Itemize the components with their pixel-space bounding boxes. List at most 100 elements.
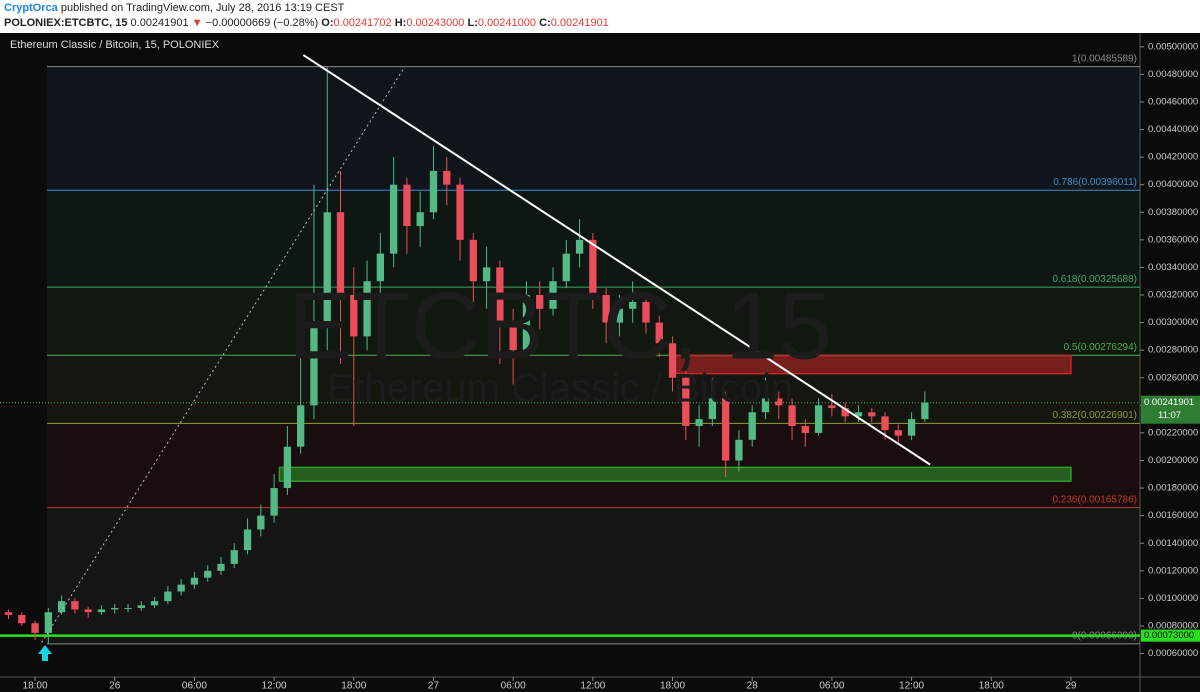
ohlc-value: 0.00241000 bbox=[477, 17, 537, 29]
candle-body bbox=[150, 601, 159, 606]
header: CryptOrca published on TradingView.com, … bbox=[0, 0, 1200, 33]
candle-body bbox=[336, 212, 345, 296]
y-tick-label: 0.00220000 bbox=[1148, 427, 1198, 438]
x-tick-label: 12:00 bbox=[580, 681, 605, 692]
candle-body bbox=[403, 184, 411, 227]
candle-body bbox=[575, 239, 584, 254]
chart-title: Ethereum Classic / Bitcoin, 15, POLONIEX bbox=[10, 39, 220, 51]
change: −0.00000669 (−0.28%) bbox=[205, 17, 319, 29]
zone bbox=[278, 466, 1072, 482]
x-tick-label: 18:00 bbox=[23, 681, 48, 692]
y-tick-label: 0.00500000 bbox=[1148, 41, 1198, 52]
candle-body bbox=[841, 408, 849, 417]
fib-band bbox=[47, 66, 1140, 191]
candle-body bbox=[509, 322, 517, 351]
watermark-name: Ethereum Classic / Bitcoin bbox=[327, 367, 794, 411]
candle-body bbox=[629, 301, 637, 309]
candle-body bbox=[775, 398, 783, 406]
candle-body bbox=[429, 170, 438, 213]
candle-body bbox=[443, 170, 451, 185]
candle-body bbox=[177, 584, 185, 592]
author[interactable]: CryptOrca bbox=[4, 2, 58, 14]
y-tick-label: 0.00300000 bbox=[1148, 317, 1198, 328]
support-badge-label: 0.00073000 bbox=[1144, 630, 1194, 641]
y-tick-label: 0.00200000 bbox=[1148, 455, 1198, 466]
x-tick-label: 06:00 bbox=[182, 681, 207, 692]
candle-body bbox=[363, 281, 371, 337]
candle-body bbox=[642, 301, 650, 323]
candle-body bbox=[297, 405, 305, 447]
fib-label: 1(0.00485589) bbox=[1072, 53, 1137, 64]
candle-body bbox=[230, 550, 238, 564]
candle-body bbox=[602, 295, 610, 323]
candle-body bbox=[536, 295, 544, 309]
watermark: ETCBTC, 15 Ethereum Classic / Bitcoin bbox=[288, 272, 832, 410]
candle-body bbox=[854, 412, 863, 417]
candle-body bbox=[283, 446, 292, 489]
fib-label: 0.236(0.00165786) bbox=[1052, 494, 1137, 505]
fib-band bbox=[47, 507, 1140, 644]
y-tick-label: 0.00120000 bbox=[1148, 565, 1198, 576]
candle-body bbox=[682, 377, 690, 427]
support-badge bbox=[1141, 629, 1200, 642]
candle-body bbox=[868, 412, 876, 417]
symbol: POLONIEX:ETCBTC, 15 bbox=[4, 17, 128, 29]
candle-body bbox=[522, 295, 531, 351]
candle-body bbox=[615, 308, 624, 323]
countdown: 11:07 bbox=[1158, 410, 1181, 421]
chart: 1(0.00485589) 0.786(0.00396011) 0.618(0.00… bbox=[0, 33, 1200, 692]
candle-body bbox=[310, 322, 318, 406]
y-tick-label: 0.00480000 bbox=[1148, 69, 1198, 80]
candle-body bbox=[57, 601, 66, 613]
fib-label: 0.382(0.00226901) bbox=[1052, 410, 1137, 421]
candle-body bbox=[482, 267, 491, 282]
ohlc-label: H: bbox=[394, 17, 407, 29]
candle-body bbox=[589, 239, 597, 296]
x-tick-label: 26 bbox=[109, 681, 121, 692]
candle-body bbox=[190, 577, 199, 585]
candle-body bbox=[735, 439, 743, 461]
candle-body bbox=[389, 184, 398, 254]
candle-body bbox=[217, 563, 225, 571]
x-tick-label: 18:00 bbox=[660, 681, 685, 692]
candle-body bbox=[456, 184, 464, 240]
candle-body bbox=[469, 239, 477, 282]
candle-body bbox=[71, 601, 79, 610]
fib-label: 0.618(0.00325688) bbox=[1052, 274, 1137, 285]
y-tick-label: 0.00380000 bbox=[1148, 207, 1198, 218]
ohlc-label: C: bbox=[539, 17, 551, 29]
x-tick-label: 12:00 bbox=[899, 681, 924, 692]
cursor-arrow bbox=[38, 645, 52, 661]
candle-body bbox=[204, 570, 212, 578]
y-tick-label: 0.00400000 bbox=[1148, 179, 1198, 190]
candle-body bbox=[243, 529, 252, 551]
x-tick-label: 28 bbox=[747, 681, 759, 692]
candle-body bbox=[788, 405, 796, 427]
fib-band bbox=[47, 287, 1140, 356]
candle-body bbox=[668, 343, 677, 378]
y-tick-label: 0.00060000 bbox=[1148, 648, 1198, 659]
x-tick-label: 06:00 bbox=[501, 681, 526, 692]
candle-body bbox=[894, 430, 902, 436]
candle-body bbox=[881, 416, 889, 431]
candle-body bbox=[44, 612, 52, 633]
trend-line bbox=[302, 54, 931, 466]
fib-label: 0.5(0.00276294) bbox=[1064, 342, 1137, 353]
published: published on TradingView.com, July 28, 2… bbox=[60, 2, 345, 14]
ohlc-label: O: bbox=[321, 17, 334, 29]
y-tick-label: 0.00180000 bbox=[1148, 483, 1198, 494]
candle-body bbox=[270, 488, 278, 516]
publish-line: CryptOrca published on TradingView.com, … bbox=[4, 2, 344, 14]
trend-line bbox=[41, 67, 405, 643]
candle-body bbox=[137, 605, 145, 609]
candle-body bbox=[376, 253, 385, 282]
candle-body bbox=[549, 281, 557, 309]
last: 0.00241901 bbox=[130, 17, 189, 29]
candle-body bbox=[828, 405, 836, 409]
price-badge-label: 0.00241901 bbox=[1144, 397, 1194, 408]
y-tick-label: 0.00340000 bbox=[1148, 262, 1198, 273]
candle-body bbox=[907, 419, 916, 436]
ohlc: O:0.00241702 H:0.00243000 L:0.00241000 C… bbox=[321, 17, 609, 29]
candle-body bbox=[562, 253, 570, 282]
